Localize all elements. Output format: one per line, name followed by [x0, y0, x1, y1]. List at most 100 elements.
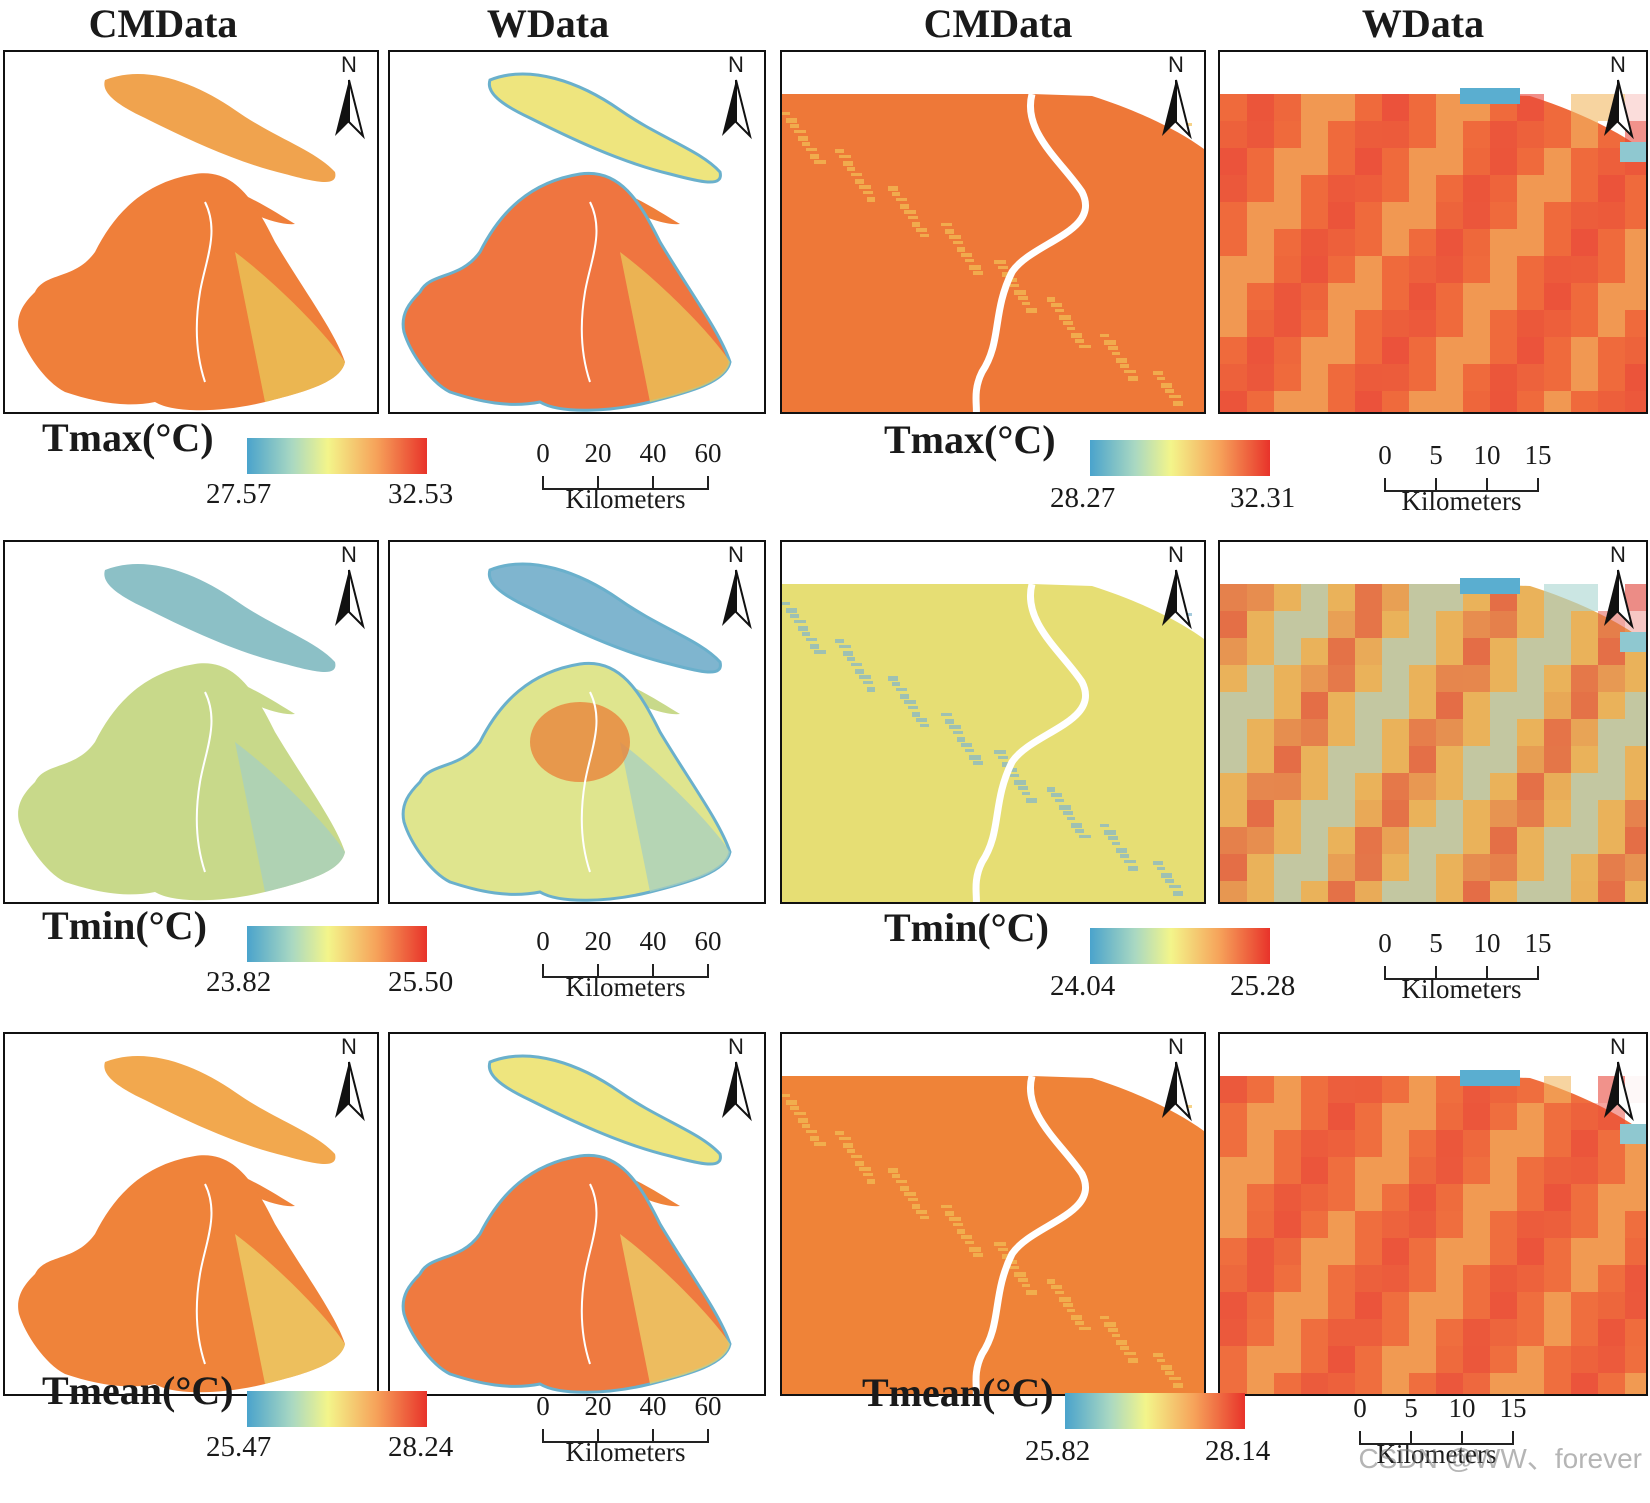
scale-tick-label: 40 [639, 438, 667, 468]
raster-shape [782, 94, 1204, 412]
north-arrow-icon [1604, 1061, 1634, 1122]
north-arrow: N [329, 52, 369, 146]
scale-bar [543, 478, 708, 490]
north-arrow-icon [1162, 569, 1192, 630]
island-shape [104, 1055, 336, 1165]
scale-tick-label: 0 [1353, 1393, 1367, 1423]
north-label: N [1610, 52, 1626, 77]
color-bar-min: 27.57 [206, 478, 272, 510]
tmax-cmdata-city-map: N [3, 50, 379, 414]
scale-bar [1385, 968, 1538, 980]
map-graphic [401, 562, 732, 902]
col-title-wdata-right: WData [1361, 1, 1485, 46]
color-bar-min: 28.27 [1050, 482, 1116, 514]
scale-tick [1410, 1431, 1412, 1445]
scale-bar-right: 0 5 10 15 Kilometers [1378, 440, 1578, 530]
map-graphic [1220, 578, 1646, 902]
scale-tick-label: 15 [1524, 440, 1552, 470]
island-shape [487, 1054, 722, 1166]
scale-bar-right: 0 5 10 15 Kilometers [1353, 1393, 1553, 1483]
scale-unit: Kilometers [565, 484, 686, 514]
north-label: N [1168, 52, 1184, 77]
scale-tick-label: 60 [694, 926, 722, 956]
island-shape [487, 72, 722, 184]
scale-tick [597, 476, 599, 490]
north-label: N [728, 52, 744, 77]
scale-unit: Kilometers [1401, 486, 1522, 516]
scale-tick [542, 964, 544, 978]
north-label: N [728, 542, 744, 567]
tmin-wdata-city-map: N [388, 540, 766, 904]
scale-bar [543, 1431, 708, 1443]
north-label: N [341, 1034, 357, 1059]
color-bar-min: 24.04 [1050, 970, 1116, 1002]
scale-unit: Kilometers [565, 1437, 686, 1467]
north-arrow: N [716, 542, 756, 636]
scale-tick [542, 476, 544, 490]
color-bar [1090, 928, 1270, 964]
scale-tick-label: 5 [1404, 1393, 1418, 1423]
map-graphic [18, 563, 345, 901]
north-arrow-icon [722, 1061, 752, 1122]
tmax-wdata-city-map: N [388, 50, 766, 414]
north-arrow-icon [722, 79, 752, 140]
color-bar-min: 25.82 [1025, 1435, 1091, 1467]
scale-tick-label: 0 [536, 926, 550, 956]
north-label: N [341, 542, 357, 567]
variable-label-left: Tmean(°C) [42, 1368, 234, 1413]
scale-bar-left: 0 20 40 60 Kilometers [536, 438, 748, 528]
col-title-wdata-left: WData [486, 1, 610, 46]
north-arrow: N [329, 542, 369, 636]
scale-tick-label: 20 [584, 438, 612, 468]
scale-tick [652, 1429, 654, 1443]
scale-bar-right: 0 5 10 15 Kilometers [1378, 928, 1578, 1018]
scale-tick-label: 0 [536, 438, 550, 468]
north-arrow: N [1156, 52, 1196, 146]
scale-tick [1537, 478, 1539, 492]
raster-shape [782, 584, 1204, 902]
scale-tick-label: 10 [1473, 928, 1501, 958]
island-shape [487, 562, 722, 674]
map-graphic [18, 1055, 345, 1393]
north-arrow: N [1598, 542, 1638, 636]
color-bar-min: 25.47 [206, 1431, 272, 1463]
north-arrow-icon [335, 79, 365, 140]
scale-tick [652, 476, 654, 490]
scale-tick [1461, 1431, 1463, 1445]
north-label: N [728, 1034, 744, 1059]
scale-tick-label: 5 [1429, 928, 1443, 958]
scale-tick-label: 60 [694, 1391, 722, 1421]
tmin-cmdata-zoom-map: N [780, 540, 1206, 904]
color-bar-max: 28.14 [1205, 1435, 1271, 1467]
north-arrow-icon [722, 569, 752, 630]
north-arrow: N [1598, 52, 1638, 146]
map-graphic [782, 583, 1204, 902]
scale-bar [1385, 480, 1538, 492]
col-title-cmdata-right: CMData [923, 1, 1073, 46]
scale-tick-label: 0 [1378, 440, 1392, 470]
scale-tick-label: 15 [1524, 928, 1552, 958]
variable-label-right: Tmin(°C) [884, 905, 1049, 950]
scale-tick [1486, 478, 1488, 492]
color-bar [1090, 440, 1270, 476]
scale-bar [543, 966, 708, 978]
scale-bar-left: 0 20 40 60 Kilometers [536, 926, 748, 1016]
north-arrow: N [716, 52, 756, 146]
color-bar [247, 926, 427, 962]
scale-tick [707, 964, 709, 978]
scale-tick-label: 0 [1378, 928, 1392, 958]
north-label: N [1168, 542, 1184, 567]
variable-label-right: Tmean(°C) [862, 1370, 1054, 1415]
scale-unit: Kilometers [1376, 1439, 1497, 1469]
scale-tick-label: 60 [694, 438, 722, 468]
north-label: N [1610, 1034, 1626, 1059]
variable-label-right: Tmax(°C) [884, 417, 1056, 462]
north-arrow: N [1156, 1034, 1196, 1128]
scale-bar-left: 0 20 40 60 Kilometers [536, 1391, 748, 1481]
scale-tick [1384, 478, 1386, 492]
color-bar [247, 438, 427, 474]
north-label: N [1610, 542, 1626, 567]
map-graphic [18, 73, 345, 411]
scale-tick-label: 20 [584, 926, 612, 956]
map-graphic [1220, 1070, 1646, 1394]
